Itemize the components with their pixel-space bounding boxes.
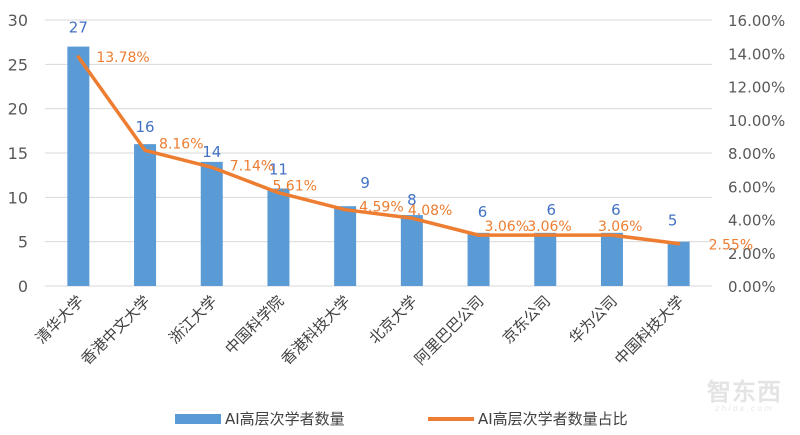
line-value-label: 3.06% [527, 219, 571, 235]
category-label: 中国科学院 [222, 292, 288, 358]
bar-value-label: 5 [668, 212, 678, 230]
line-data-labels: 13.78%8.16%7.14%5.61%4.59% 4.08%3.06%3.06… [96, 50, 753, 254]
line-value-label: 4.59% [359, 200, 403, 216]
left-axis-tick-label: 5 [18, 233, 28, 252]
category-label: 京东公司 [499, 292, 554, 347]
line-value-label: 3.06% [598, 219, 642, 235]
right-axis-tick-label: 4.00% [728, 212, 776, 230]
bar[interactable] [534, 232, 557, 286]
bar[interactable] [600, 232, 623, 286]
right-axis-tick-label: 12.00% [728, 79, 785, 97]
watermark-url: zhidx.com [715, 404, 774, 413]
left-axis-tick-label: 30 [8, 11, 28, 30]
right-axis-tick-label: 0.00% [728, 278, 776, 296]
bar[interactable] [467, 232, 490, 286]
right-axis-tick-label: 8.00% [728, 145, 776, 163]
x-axis-category-labels: 清华大学香港中文大学 浙江大学 中国科学院香港科技大学 北京大学阿里巴巴公司 京东公司华… [32, 292, 687, 368]
line-value-label: 4.08% [408, 203, 452, 219]
bar[interactable] [67, 46, 90, 286]
left-axis-tick-label: 20 [8, 100, 28, 119]
watermark-logo: 智东西 [707, 378, 782, 406]
bar-value-label: 9 [360, 174, 370, 192]
right-axis-tick-label: 14.00% [728, 45, 785, 63]
legend-label: AI高层次学者数量占比 [478, 410, 628, 428]
bar-value-label: 16 [136, 118, 155, 136]
left-axis-tick-label: 10 [8, 188, 28, 207]
bar-value-label: 11 [269, 160, 288, 178]
bar-series [67, 46, 690, 286]
category-label: 香港中文大学 [77, 292, 153, 368]
category-label: 浙江大学 [165, 292, 220, 347]
legend-item-line[interactable]: AI高层次学者数量占比 [428, 408, 628, 429]
line-value-label: 5.61% [272, 179, 316, 195]
bar-value-label: 6 [478, 203, 488, 221]
line-value-label: 13.78% [96, 50, 149, 66]
left-axis-tick-label: 15 [8, 144, 28, 163]
bar-value-label: 14 [202, 143, 221, 161]
legend-label: AI高层次学者数量 [225, 410, 345, 428]
legend-bar-swatch-icon [175, 413, 221, 424]
category-label: 阿里巴巴公司 [411, 292, 487, 368]
category-label: 华为公司 [566, 292, 621, 347]
legend-item-bar[interactable]: AI高层次学者数量 [175, 408, 345, 429]
category-label: 北京大学 [366, 292, 421, 347]
bar-value-label: 8 [407, 191, 417, 209]
line-value-label: 7.14% [230, 158, 274, 174]
bar[interactable] [400, 215, 423, 286]
category-label: 清华大学 [32, 292, 87, 347]
left-axis-tick-label: 0 [18, 277, 28, 296]
line-path[interactable] [76, 55, 681, 246]
bar[interactable] [200, 161, 223, 286]
legend: AI高层次学者数量 AI高层次学者数量占比 [0, 408, 800, 432]
category-label: 香港科技大学 [278, 292, 354, 368]
legend-line-swatch-icon [428, 416, 474, 421]
bar-data-labels: 27 16 14 11 9 8 6 6 6 5 [69, 19, 678, 230]
bar[interactable] [334, 206, 357, 286]
right-y-axis: 0.00% 2.00% 4.00% 6.00% 8.00% 10.00% 12.00% 14.… [728, 12, 785, 296]
category-label: 中国科技大学 [611, 292, 687, 368]
line-series [76, 55, 681, 246]
left-axis-tick-label: 25 [8, 55, 28, 74]
right-axis-tick-label: 6.00% [728, 178, 776, 196]
bar[interactable] [267, 188, 290, 286]
line-value-label: 3.06% [485, 219, 529, 235]
line-value-label: 8.16% [159, 136, 203, 152]
left-y-axis: 0 5 10 15 20 25 30 [8, 11, 28, 296]
bar-value-label: 27 [69, 19, 88, 37]
bar[interactable] [134, 144, 157, 286]
bar[interactable] [667, 241, 690, 286]
right-axis-tick-label: 10.00% [728, 112, 785, 130]
bar-value-label: 6 [546, 201, 556, 219]
right-axis-tick-label: 16.00% [728, 12, 785, 30]
bar-value-label: 6 [611, 201, 621, 219]
line-value-label: 2.55% [709, 238, 753, 254]
right-axis-tick-label: 2.00% [728, 245, 776, 263]
